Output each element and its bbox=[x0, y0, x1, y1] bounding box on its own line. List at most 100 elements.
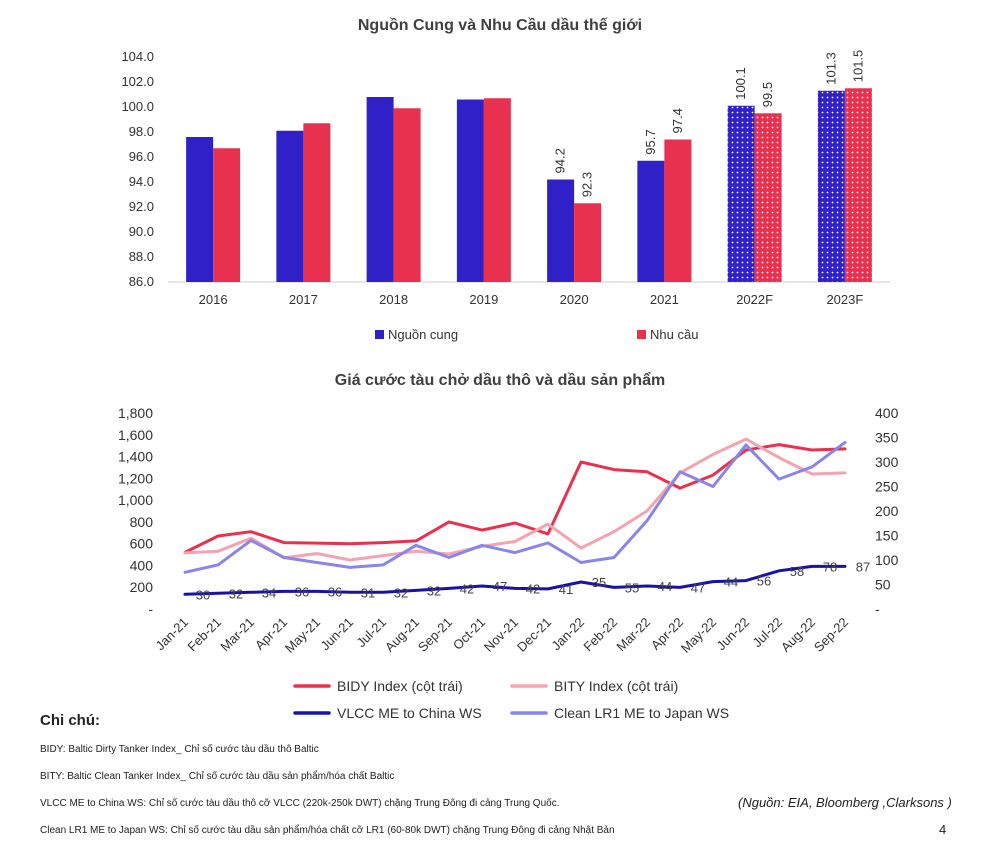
vlcc-data-label: 31 bbox=[361, 585, 375, 600]
vlcc-data-label: 30 bbox=[196, 587, 210, 602]
bar-supply-2021 bbox=[637, 160, 665, 282]
bar-x-tick-label: 2019 bbox=[469, 292, 498, 307]
line-series-bidy bbox=[183, 443, 847, 554]
notes-heading: Chi chú: bbox=[40, 712, 100, 729]
bar-supply-2019 bbox=[456, 99, 484, 282]
line-y-right-tick-label: 350 bbox=[875, 430, 899, 446]
line-y-right-tick-label: 300 bbox=[875, 454, 899, 470]
legend-label-bidy: BIDY Index (cột trái) bbox=[337, 678, 463, 694]
line-y-left-tick-label: 200 bbox=[130, 579, 154, 595]
vlcc-data-label: 41 bbox=[559, 582, 573, 597]
line-y-right-tick-label: 400 bbox=[875, 405, 899, 421]
bar-supply-2018 bbox=[366, 97, 394, 282]
legend-label-demand: Nhu cầu bbox=[650, 327, 698, 342]
line-chart-title: Giá cước tàu chở dầu thô và dầu sản phẩm bbox=[335, 371, 665, 389]
notes-section: Chi chú: BIDY: Baltic Dirty Tanker Index… bbox=[40, 712, 970, 851]
line-x-tick-label: Aug-21 bbox=[382, 615, 422, 655]
line-x-tick-label: May-22 bbox=[678, 615, 719, 656]
bar-y-tick-label: 86.0 bbox=[129, 274, 154, 289]
line-x-tick-label: May-21 bbox=[282, 615, 323, 656]
line-x-tick-label: Jun-22 bbox=[713, 615, 752, 654]
line-y-right-tick-label: 200 bbox=[875, 503, 899, 519]
vlcc-data-label: 42 bbox=[526, 581, 540, 596]
page-number: 4 bbox=[939, 822, 947, 837]
line-y-left-tick-label: 1,600 bbox=[118, 427, 153, 443]
line-y-left-tick-label: 800 bbox=[130, 514, 154, 530]
bar-y-tick-label: 92.0 bbox=[129, 199, 154, 214]
note-lr1: Clean LR1 ME to Japan WS: Chỉ số cước tà… bbox=[40, 825, 615, 836]
legend-label-vlcc: VLCC ME to China WS bbox=[337, 705, 482, 721]
line-x-tick-label: Jun-21 bbox=[317, 615, 356, 654]
legend-label-bity: BITY Index (cột trái) bbox=[554, 678, 678, 694]
bar-supply-2022F bbox=[727, 105, 755, 282]
bar-x-tick-label: 2022F bbox=[736, 292, 773, 307]
line-y-left-tick-label: 1,800 bbox=[118, 405, 153, 421]
line-series-bity bbox=[183, 437, 847, 562]
bar-y-tick-label: 98.0 bbox=[129, 124, 154, 139]
line-y-right-tick-label: 150 bbox=[875, 528, 899, 544]
bar-demand-2017 bbox=[303, 123, 331, 282]
bar-y-tick-label: 104.0 bbox=[121, 49, 154, 64]
line-x-tick-label: Feb-21 bbox=[184, 615, 224, 655]
bar-data-label-supply: 95.7 bbox=[643, 129, 658, 154]
note-vlcc: VLCC ME to China WS: Chỉ số cước tàu dầu… bbox=[40, 798, 560, 809]
bar-x-tick-label: 2018 bbox=[379, 292, 408, 307]
vlcc-data-label: 34 bbox=[262, 585, 276, 600]
bar-supply-2017 bbox=[276, 130, 304, 282]
bar-demand-2019 bbox=[483, 98, 511, 282]
line-y-left-tick-label: 600 bbox=[130, 536, 154, 552]
line-y-left-tick-label: 1,200 bbox=[118, 470, 153, 486]
vlcc-data-label: 87 bbox=[856, 559, 870, 574]
bar-data-label-supply: 100.1 bbox=[733, 67, 748, 100]
vlcc-data-label: 32 bbox=[394, 585, 408, 600]
bar-supply-2016 bbox=[186, 137, 214, 282]
bar-demand-2020 bbox=[574, 203, 602, 282]
vlcc-data-label: 42 bbox=[460, 581, 474, 596]
bar-data-label-supply: 94.2 bbox=[553, 148, 568, 173]
vlcc-data-label: 36 bbox=[295, 584, 309, 599]
bar-x-tick-label: 2020 bbox=[560, 292, 589, 307]
vlcc-data-label: 47 bbox=[493, 579, 507, 594]
line-x-tick-label: Aug-22 bbox=[778, 615, 818, 655]
bar-y-tick-label: 94.0 bbox=[129, 174, 154, 189]
line-y-right-tick-label: 250 bbox=[875, 479, 899, 495]
bar-data-label-demand: 101.5 bbox=[850, 50, 865, 83]
line-y-right-tick-label: 100 bbox=[875, 552, 899, 568]
bar-data-label-supply: 101.3 bbox=[823, 52, 838, 85]
line-y-left-tick-label: 1,400 bbox=[118, 449, 153, 465]
bar-y-tick-label: 100.0 bbox=[121, 99, 154, 114]
note-bidy: BIDY: Baltic Dirty Tanker Index_ Chỉ số … bbox=[40, 744, 319, 755]
bar-supply-2020 bbox=[547, 179, 575, 282]
line-x-tick-label: Mar-21 bbox=[217, 615, 257, 655]
vlcc-data-label: 78 bbox=[823, 559, 837, 574]
line-y-right-tick-label: 50 bbox=[875, 577, 891, 593]
vlcc-data-label: 35 bbox=[592, 575, 606, 590]
source-note: (Nguồn: EIA, Bloomberg ,Clarksons ) bbox=[738, 795, 952, 810]
bar-x-tick-label: 2017 bbox=[289, 292, 318, 307]
line-y-left-tick-label: - bbox=[148, 601, 153, 617]
bar-y-tick-label: 90.0 bbox=[129, 224, 154, 239]
bar-chart-title: Nguồn Cung và Nhu Cầu dầu thế giới bbox=[358, 17, 642, 34]
bar-y-tick-label: 88.0 bbox=[129, 249, 154, 264]
bar-demand-2023F bbox=[844, 88, 872, 282]
bar-demand-2021 bbox=[664, 139, 692, 282]
line-x-tick-label: Mar-22 bbox=[613, 615, 653, 655]
line-y-right-tick-label: - bbox=[875, 601, 880, 617]
line-series-vlcc bbox=[183, 564, 847, 596]
vlcc-data-label: 55 bbox=[625, 580, 639, 595]
bar-demand-2018 bbox=[393, 108, 421, 282]
line-x-tick-label: Jan-21 bbox=[152, 615, 191, 654]
bar-data-label-demand: 97.4 bbox=[670, 108, 685, 133]
line-x-tick-label: Feb-22 bbox=[580, 615, 620, 655]
vlcc-data-label: 44 bbox=[658, 579, 672, 594]
bar-y-tick-label: 102.0 bbox=[121, 74, 154, 89]
bar-x-tick-label: 2016 bbox=[199, 292, 228, 307]
line-x-tick-label: Nov-21 bbox=[481, 615, 521, 655]
legend-label-lr1: Clean LR1 ME to Japan WS bbox=[554, 705, 729, 721]
vlcc-data-label: 44 bbox=[724, 575, 738, 590]
vlcc-data-label: 32 bbox=[229, 586, 243, 601]
line-y-left-tick-label: 1,000 bbox=[118, 492, 153, 508]
bar-x-tick-label: 2023F bbox=[826, 292, 863, 307]
note-bity: BITY: Baltic Clean Tanker Index_ Chỉ số … bbox=[40, 771, 395, 782]
vlcc-data-label: 58 bbox=[790, 564, 804, 579]
